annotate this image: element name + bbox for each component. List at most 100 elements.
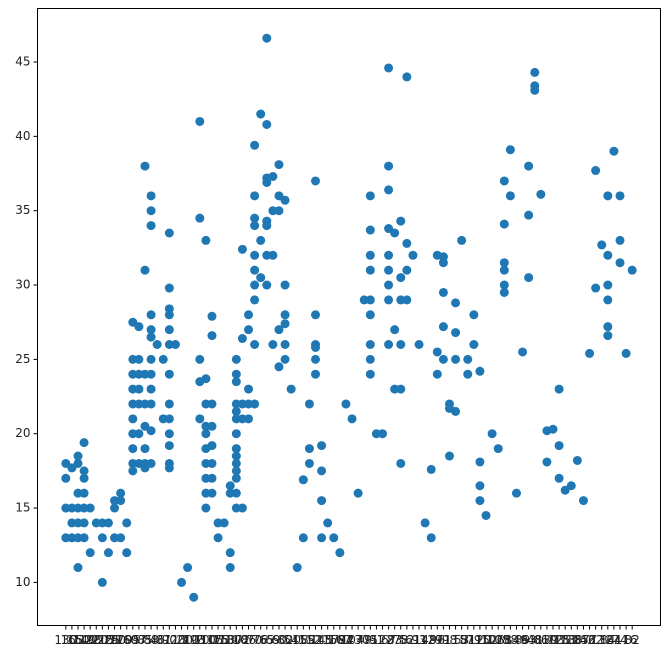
point	[603, 322, 613, 332]
point	[207, 488, 217, 498]
point	[134, 384, 144, 394]
point	[61, 473, 71, 483]
point	[384, 295, 394, 305]
point	[451, 406, 461, 416]
x-tick-label: 65	[259, 633, 274, 647]
point	[615, 258, 625, 268]
point	[103, 548, 113, 558]
point	[103, 518, 113, 528]
x-tick-label: 63	[521, 633, 536, 647]
point	[128, 414, 138, 424]
point	[201, 429, 211, 439]
x-tick-label: 76	[253, 633, 268, 647]
x-tick-label: 66	[533, 633, 548, 647]
x-tick-label: 215	[91, 633, 114, 647]
x-tick-label: 200	[170, 633, 193, 647]
point	[317, 441, 327, 451]
point	[384, 185, 394, 195]
x-tick-label: 175	[207, 633, 230, 647]
point	[341, 399, 351, 409]
point	[262, 280, 272, 290]
point	[177, 577, 187, 587]
point	[451, 354, 461, 364]
point	[262, 177, 272, 187]
point	[85, 548, 95, 558]
point	[286, 384, 296, 394]
point	[353, 488, 363, 498]
point	[231, 369, 241, 379]
point	[384, 265, 394, 275]
point	[274, 160, 284, 170]
point	[280, 310, 290, 320]
x-tick-label: 132	[590, 633, 613, 647]
x-tick-label: 102	[481, 633, 504, 647]
point	[499, 176, 509, 186]
x-tick-label: 81	[460, 633, 475, 647]
x-tick-label: 220	[85, 633, 108, 647]
x-tick-label: 142	[572, 633, 595, 647]
point	[365, 369, 375, 379]
point	[122, 548, 132, 558]
point	[585, 348, 595, 358]
point	[566, 481, 576, 491]
x-tick-label: 133	[554, 633, 577, 647]
point	[170, 340, 180, 350]
point	[609, 146, 619, 156]
x-tick-label: 160	[115, 633, 138, 647]
point	[298, 533, 308, 543]
point	[231, 488, 241, 498]
point	[237, 503, 247, 513]
point	[244, 384, 254, 394]
x-tick-label: 208	[286, 633, 309, 647]
point	[377, 429, 387, 439]
point	[231, 473, 241, 483]
point	[189, 592, 199, 602]
x-tick-label: 120	[468, 633, 491, 647]
point	[530, 67, 540, 77]
point	[164, 463, 174, 473]
y-tick-label: 10	[15, 575, 30, 589]
point	[621, 348, 631, 358]
point	[603, 280, 613, 290]
point	[578, 496, 588, 506]
point	[475, 496, 485, 506]
point	[463, 369, 473, 379]
point	[231, 444, 241, 454]
point	[511, 488, 521, 498]
point	[572, 455, 582, 465]
x-tick-label: 78	[393, 633, 408, 647]
point	[615, 235, 625, 245]
point	[524, 210, 534, 220]
point	[146, 426, 156, 436]
point	[250, 399, 260, 409]
x-tick-label: 89	[515, 633, 530, 647]
point	[384, 340, 394, 350]
point	[323, 518, 333, 528]
point	[250, 265, 260, 275]
point	[79, 473, 89, 483]
point	[554, 384, 564, 394]
point	[146, 191, 156, 201]
point	[250, 340, 260, 350]
point	[231, 429, 241, 439]
point	[499, 258, 509, 268]
point	[250, 213, 260, 223]
point	[250, 250, 260, 260]
point	[164, 399, 174, 409]
x-tick-label: 148	[414, 633, 437, 647]
point	[262, 221, 272, 231]
x-tick-label: 105	[201, 633, 224, 647]
point	[250, 221, 260, 231]
point	[311, 369, 321, 379]
point	[463, 354, 473, 364]
point	[231, 406, 241, 416]
x-tick-label: 225	[97, 633, 120, 647]
point	[518, 347, 528, 357]
x-tick-label: 193	[182, 633, 205, 647]
point	[85, 503, 95, 513]
x-tick-label: 153	[213, 633, 236, 647]
x-tick-label: 67	[381, 633, 396, 647]
point	[207, 311, 217, 321]
point	[73, 458, 83, 468]
point	[140, 444, 150, 454]
